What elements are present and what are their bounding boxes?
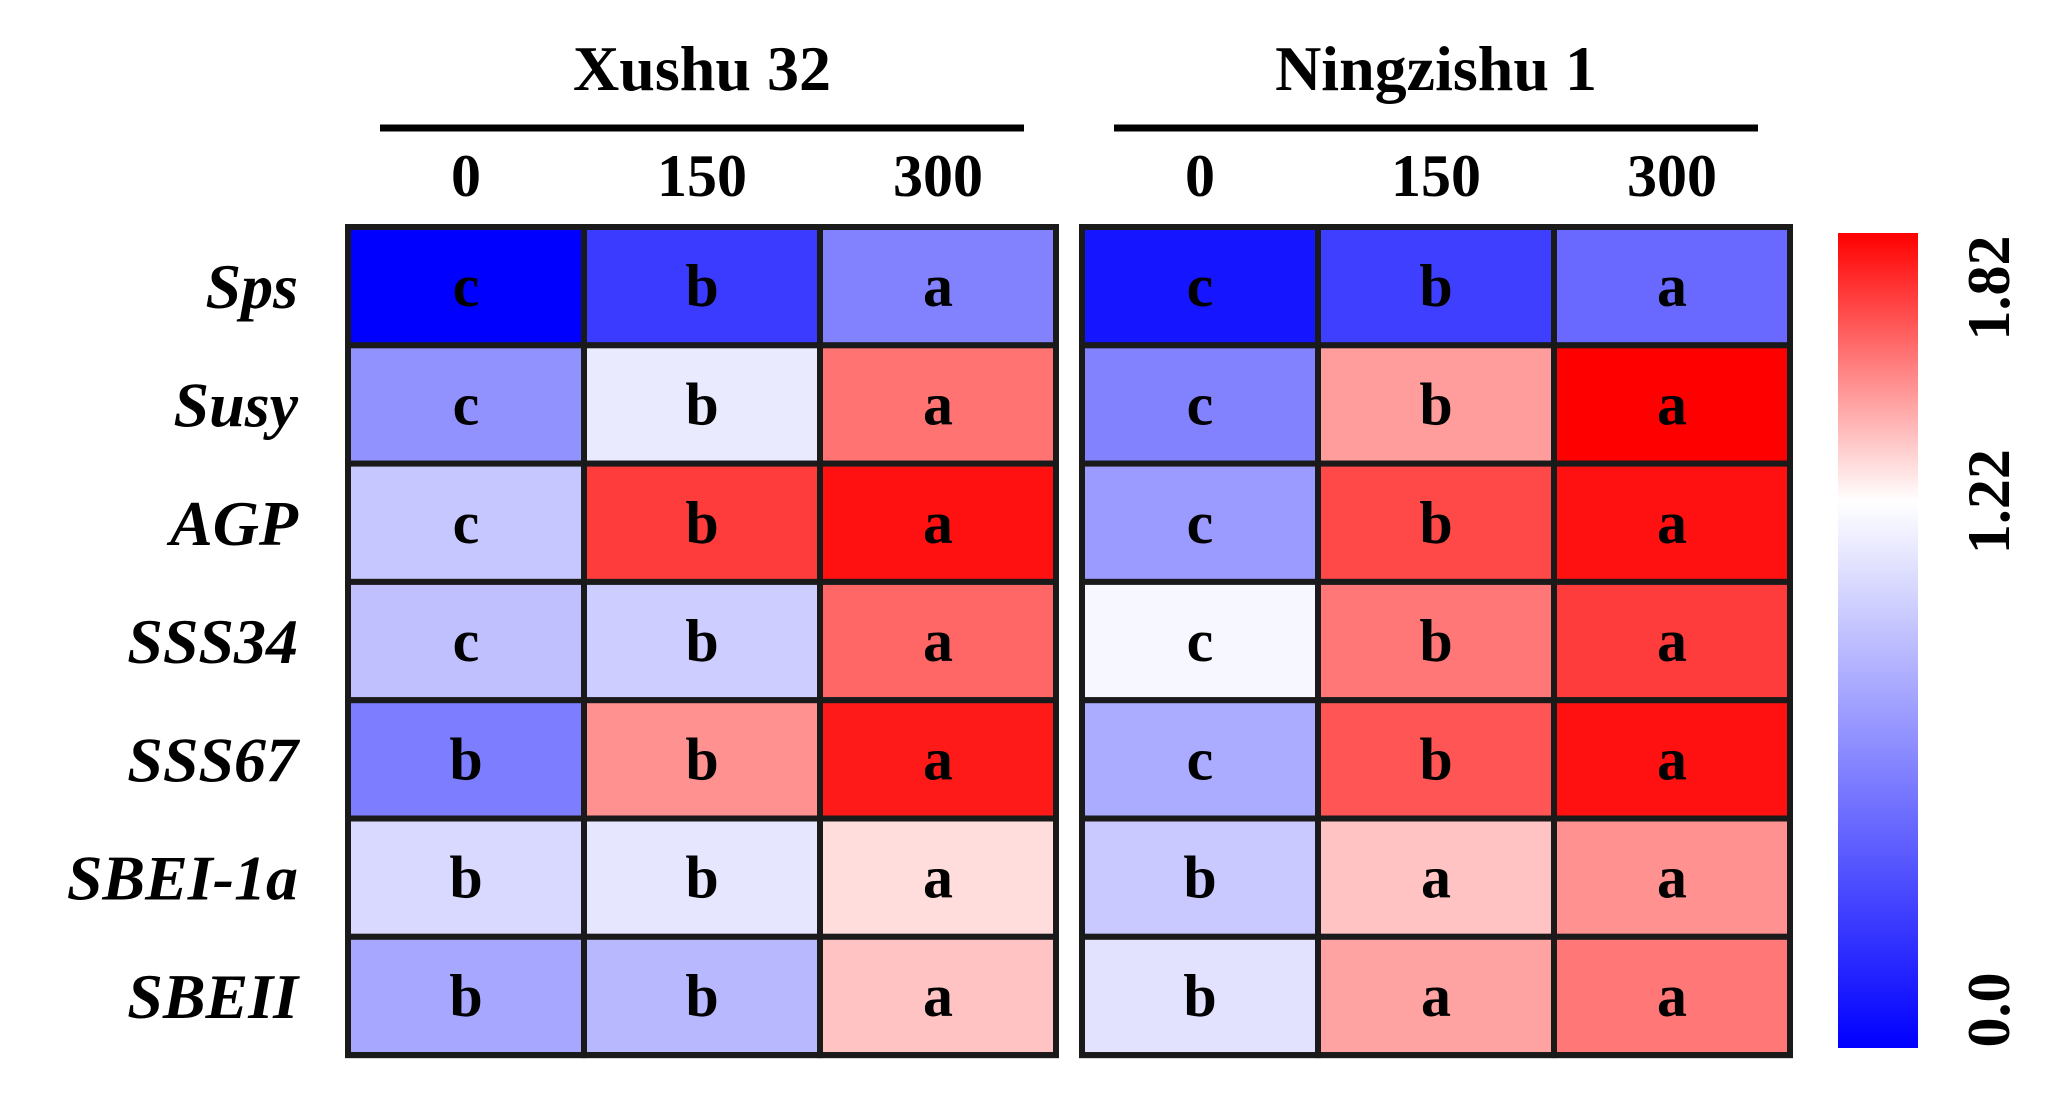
significance-letter: a	[1421, 845, 1451, 911]
row-label: SBEII	[127, 961, 300, 1032]
row-label: SSS34	[127, 606, 298, 677]
colorbar: 0.0 1.22 1.82	[1838, 233, 2022, 1048]
heatmap-cell	[817, 815, 1059, 940]
significance-letter: a	[923, 963, 953, 1029]
significance-letter: a	[1421, 963, 1451, 1029]
significance-letter: a	[1657, 371, 1687, 437]
significance-letter: c	[1187, 490, 1214, 556]
significance-letter: c	[1187, 608, 1214, 674]
significance-letter: b	[449, 963, 482, 1029]
significance-letter: b	[685, 845, 718, 911]
colorbar-tick-label: 1.22	[1956, 449, 2022, 554]
significance-letter: b	[1419, 726, 1452, 792]
column-label: 0	[1185, 143, 1215, 209]
significance-letter: a	[1657, 253, 1687, 319]
colorbar-tick-label: 0.0	[1956, 973, 2022, 1048]
colorbar-tick-label: 1.82	[1956, 236, 2022, 341]
significance-letter: b	[1183, 963, 1216, 1029]
column-label: 0	[451, 143, 481, 209]
significance-letter: a	[1657, 726, 1687, 792]
significance-letter: a	[1657, 963, 1687, 1029]
significance-letter: b	[685, 608, 718, 674]
row-label: Susy	[174, 369, 299, 440]
significance-letter: a	[923, 726, 953, 792]
significance-letter: a	[1657, 608, 1687, 674]
heatmap-cell	[1079, 815, 1321, 940]
significance-letter: b	[1419, 608, 1452, 674]
heatmap-cell	[1315, 460, 1557, 585]
row-label: SSS67	[127, 724, 301, 795]
significance-letter: c	[453, 253, 480, 319]
heatmap-cell	[581, 697, 823, 822]
significance-letter: a	[923, 608, 953, 674]
significance-letter: b	[1183, 845, 1216, 911]
significance-letter: a	[1657, 845, 1687, 911]
significance-letter: a	[923, 371, 953, 437]
column-label: 150	[1391, 143, 1481, 209]
significance-letter: c	[453, 490, 480, 556]
heatmap-cell	[581, 578, 823, 704]
significance-letter: b	[449, 726, 482, 792]
significance-letter: a	[1657, 490, 1687, 556]
panel-title: Ningzishu 1	[1275, 33, 1597, 104]
significance-letter: c	[453, 371, 480, 437]
row-label: SBEI-1a	[67, 843, 298, 914]
significance-letter: b	[1419, 371, 1452, 437]
significance-letter: c	[1187, 371, 1214, 437]
significance-letter: b	[1419, 490, 1452, 556]
significance-letter: c	[453, 608, 480, 674]
heatmap-cell	[817, 460, 1059, 585]
row-labels: Sps Susy AGP SSS34 SSS67 SBEI-1a SBEII	[67, 251, 301, 1032]
heatmap-cell	[817, 697, 1059, 822]
panel-border	[345, 224, 1059, 1059]
column-label: 300	[893, 143, 983, 209]
significance-letter: c	[1187, 253, 1214, 319]
significance-letter: b	[685, 371, 718, 437]
significance-letter: b	[685, 253, 718, 319]
heatmap-cell	[1315, 697, 1557, 822]
heatmap-cell	[1551, 815, 1793, 940]
colorbar-gradient	[1838, 233, 1918, 1048]
significance-letter: c	[1187, 726, 1214, 792]
heatmap-cell	[581, 224, 823, 349]
significance-letter: b	[685, 490, 718, 556]
significance-letter: b	[685, 726, 718, 792]
significance-letter: a	[923, 253, 953, 319]
significance-letter: b	[1419, 253, 1452, 319]
significance-letter: a	[923, 845, 953, 911]
row-label: Sps	[206, 251, 299, 322]
column-label: 300	[1627, 143, 1717, 209]
significance-letter: a	[923, 490, 953, 556]
significance-letter: b	[685, 963, 718, 1029]
panel-title: Xushu 32	[573, 33, 831, 104]
column-label: 150	[657, 143, 747, 209]
row-label: AGP	[166, 488, 299, 559]
panel-border	[1079, 224, 1793, 1059]
significance-letter: b	[449, 845, 482, 911]
